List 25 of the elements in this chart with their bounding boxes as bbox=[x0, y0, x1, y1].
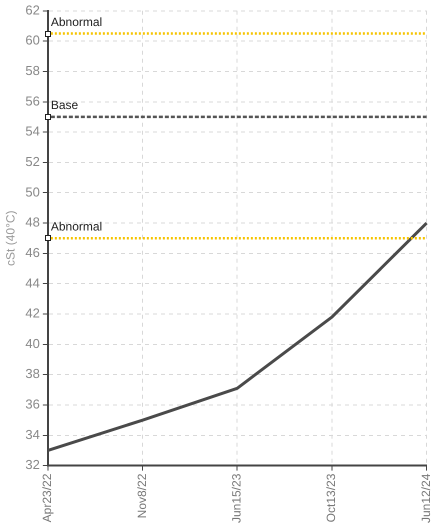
y-tick-label: 34 bbox=[25, 426, 40, 442]
x-tick-label: Jun15/23 bbox=[230, 473, 244, 524]
y-tick-label: 56 bbox=[25, 93, 40, 108]
y-tick-label: 38 bbox=[25, 366, 40, 382]
y-tick-label: 32 bbox=[25, 457, 40, 472]
y-tick-label: 54 bbox=[25, 124, 40, 139]
y-tick-label: 40 bbox=[25, 336, 40, 351]
y-tick-label: 60 bbox=[25, 32, 40, 48]
y-tick-label: 48 bbox=[25, 214, 40, 230]
ref-line-label: Abnormal bbox=[50, 14, 102, 29]
x-tick-label: Nov8/22 bbox=[134, 473, 149, 518]
y-tick-label: 50 bbox=[25, 184, 40, 200]
y-tick-label: 62 bbox=[25, 2, 40, 18]
y-tick-label: 36 bbox=[25, 396, 40, 412]
y-tick-label: 58 bbox=[25, 63, 40, 78]
y-tick-label: 46 bbox=[25, 244, 40, 260]
y-axis-title: cSt (40°C) bbox=[4, 210, 18, 266]
ref-line-label: Base bbox=[50, 98, 79, 112]
ref-line-label: Abnormal bbox=[50, 220, 102, 234]
y-tick-label: 52 bbox=[25, 154, 40, 169]
x-tick-label: Oct13/23 bbox=[324, 473, 338, 522]
x-tick-label: Jun12/24 bbox=[418, 473, 433, 524]
y-tick-label: 44 bbox=[25, 275, 40, 290]
y-tick-label: 42 bbox=[25, 306, 40, 321]
x-tick-label: Apr23/22 bbox=[40, 473, 54, 522]
